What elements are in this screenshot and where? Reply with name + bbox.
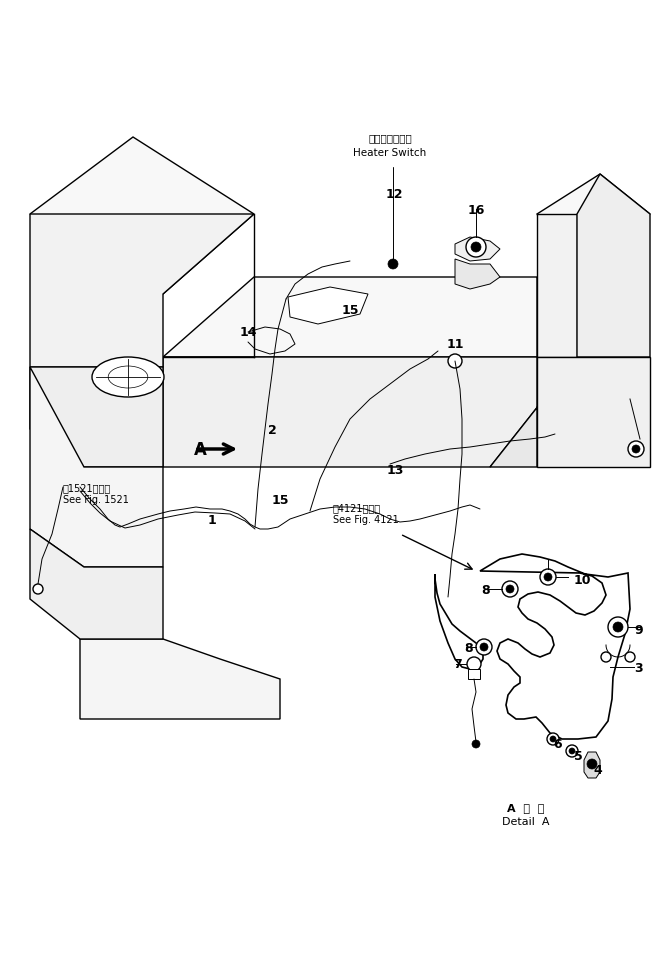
Polygon shape [537,358,650,468]
Circle shape [33,584,43,594]
Polygon shape [537,215,577,358]
Polygon shape [80,639,280,719]
Text: 8: 8 [482,583,490,596]
Text: 第4121図参照: 第4121図参照 [333,502,381,513]
Polygon shape [30,367,163,468]
Circle shape [388,260,398,270]
Circle shape [467,658,481,671]
Circle shape [480,643,488,652]
Circle shape [608,617,628,637]
Circle shape [550,737,556,743]
Polygon shape [30,138,254,295]
Text: A  詳  細: A 詳 細 [507,802,545,812]
Circle shape [502,581,518,597]
Text: 3: 3 [634,660,643,674]
Text: 9: 9 [634,623,643,636]
Circle shape [569,748,575,754]
Text: 7: 7 [454,658,462,671]
Text: 12: 12 [385,189,403,201]
Polygon shape [30,215,254,367]
Polygon shape [288,287,368,324]
Text: Heater Switch: Heater Switch [354,148,427,158]
Polygon shape [163,358,577,468]
Text: 6: 6 [553,737,562,749]
Text: 10: 10 [574,573,591,586]
Polygon shape [584,752,600,779]
Text: See Fig. 1521: See Fig. 1521 [63,494,129,504]
Text: 5: 5 [573,748,582,762]
Text: 11: 11 [446,338,464,351]
Polygon shape [163,277,577,358]
Circle shape [472,741,480,748]
Circle shape [625,653,635,662]
Circle shape [471,242,481,253]
Text: 4: 4 [593,763,602,776]
Text: 13: 13 [386,463,404,476]
Text: Detail  A: Detail A [502,816,549,827]
Circle shape [506,585,514,593]
Text: 第1521図参照: 第1521図参照 [63,483,111,492]
Text: 14: 14 [239,326,257,339]
Text: 8: 8 [464,641,473,654]
Polygon shape [480,554,630,740]
Circle shape [632,446,640,453]
Polygon shape [30,530,163,639]
Circle shape [628,442,644,457]
Text: 1: 1 [208,513,216,526]
Text: 15: 15 [341,303,359,317]
Ellipse shape [92,358,164,398]
Circle shape [587,759,597,769]
Text: 2: 2 [268,423,276,436]
Text: A: A [194,441,206,458]
Polygon shape [577,175,650,358]
Circle shape [466,237,486,258]
Polygon shape [455,260,500,290]
Polygon shape [455,237,500,262]
Circle shape [613,622,623,632]
Circle shape [547,734,559,745]
Polygon shape [30,367,163,568]
Polygon shape [537,175,650,295]
Text: See Fig. 4121: See Fig. 4121 [333,515,399,525]
Text: 16: 16 [468,203,485,216]
Circle shape [601,653,611,662]
Circle shape [448,355,462,368]
Circle shape [540,570,556,585]
Polygon shape [435,574,483,669]
Polygon shape [490,277,577,468]
Circle shape [544,573,552,581]
Polygon shape [468,669,480,679]
Circle shape [566,745,578,757]
Circle shape [476,639,492,656]
Text: 15: 15 [271,493,289,506]
Text: ヒータスイッチ: ヒータスイッチ [368,133,412,143]
